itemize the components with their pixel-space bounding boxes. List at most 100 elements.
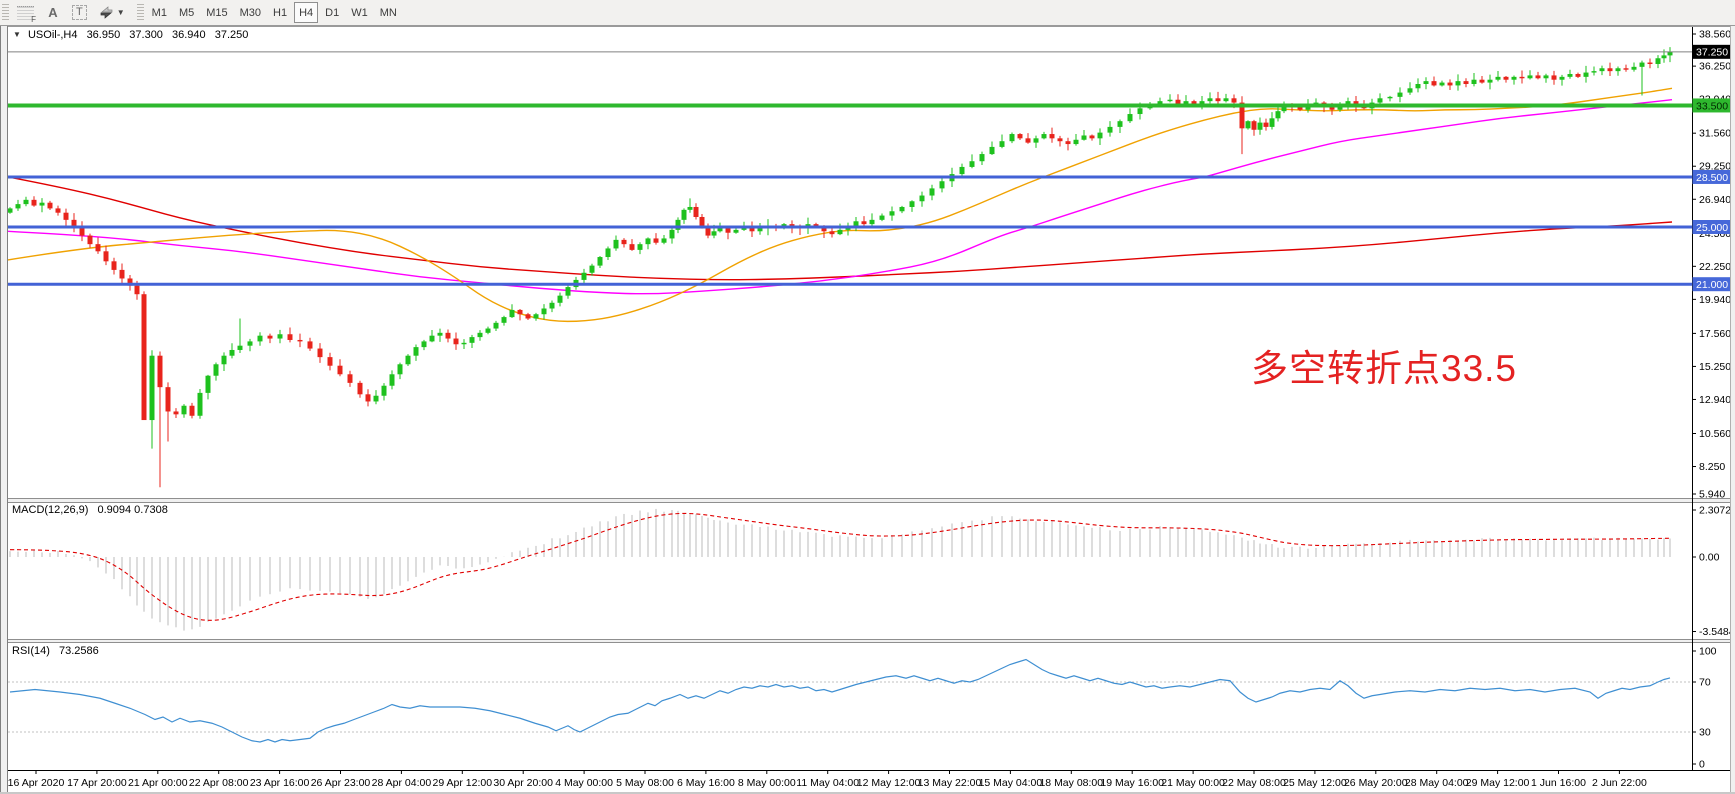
svg-text:36.250: 36.250 <box>1699 61 1731 73</box>
timeframe-button-M30[interactable]: M30 <box>235 2 266 23</box>
timeframe-button-MN[interactable]: MN <box>375 2 402 23</box>
price-flag-21.000 <box>1692 277 1734 292</box>
time-label: 23 Apr 16:00 <box>250 777 310 789</box>
time-label: 15 May 04:00 <box>979 777 1043 789</box>
close-value: 37.250 <box>214 29 249 41</box>
macd-signal-line <box>9 512 1671 621</box>
rsi-line <box>9 658 1671 743</box>
rsi-layer: 100 70 30 0 <box>8 646 1717 771</box>
price-flag-25.000 <box>1692 220 1734 234</box>
text-label-icon: A <box>48 5 58 20</box>
time-label: 29 May 12:00 <box>1466 777 1530 789</box>
time-label: 25 May 12:00 <box>1283 777 1347 789</box>
timeframe-group: M1 M5 M15 M30 H1 H4 D1 W1 MN <box>146 2 403 23</box>
time-label: 11 May 04:00 <box>796 777 859 789</box>
time-axis[interactable] <box>8 770 1692 792</box>
high-value: 37.300 <box>129 29 163 41</box>
toolbar-grip[interactable] <box>136 3 144 22</box>
timeframe-button-D1[interactable]: D1 <box>320 2 344 23</box>
chevron-down-icon[interactable]: ▼ <box>13 30 21 39</box>
time-label: 17 Apr 20:00 <box>67 777 127 789</box>
time-label: 21 May 00:00 <box>1161 777 1225 789</box>
svg-text:70: 70 <box>1699 677 1711 689</box>
pane-separator[interactable] <box>0 639 1735 643</box>
time-label: 19 May 16:00 <box>1100 777 1164 789</box>
time-label: 6 May 16:00 <box>677 777 735 789</box>
arrow-style-button[interactable]: ▼ <box>94 2 130 23</box>
svg-text:25.000: 25.000 <box>1696 222 1728 234</box>
svg-text:10.560: 10.560 <box>1699 428 1731 440</box>
ma-slow-line <box>7 176 1673 281</box>
macd-pane[interactable] <box>8 503 1692 639</box>
price-axis[interactable] <box>1692 27 1730 768</box>
timeframe-button-M5[interactable]: M5 <box>174 2 199 23</box>
time-label: 22 May 08:00 <box>1222 777 1286 789</box>
timeframe-button-W1[interactable]: W1 <box>346 2 373 23</box>
svg-text:17.560: 17.560 <box>1699 328 1731 340</box>
svg-text:22.250: 22.250 <box>1699 261 1731 273</box>
svg-text:15.250: 15.250 <box>1699 361 1731 373</box>
rsi-value: 73.2586 <box>58 645 99 657</box>
svg-text:8.250: 8.250 <box>1699 461 1725 473</box>
time-axis-layer: 16 Apr 2020 17 Apr 20:00 21 Apr 00:00 22 Ap… <box>8 770 1647 789</box>
pane-separator[interactable] <box>0 498 1735 503</box>
ma-fast-line <box>7 87 1673 323</box>
horizontal-lines-layer[interactable] <box>8 51 1692 286</box>
time-label: 21 Apr 00:00 <box>128 777 188 789</box>
open-value: 36.950 <box>86 29 121 41</box>
price-flag-33.500 <box>1692 98 1734 113</box>
rsi-pane[interactable] <box>8 643 1692 768</box>
timeframe-button-M1[interactable]: M1 <box>147 2 172 23</box>
svg-text:5.940: 5.940 <box>1699 489 1725 501</box>
macd-indicator-label: MACD(12,26,9) 0.9094 0.7308 <box>12 504 168 516</box>
time-label: 26 May 20:00 <box>1344 777 1408 789</box>
rsi-name: RSI(14) <box>12 645 50 657</box>
candles-layer <box>7 47 1673 488</box>
window-frame-right[interactable] <box>1730 25 1735 794</box>
toolbar-grip[interactable] <box>2 3 9 22</box>
svg-text:100: 100 <box>1699 646 1717 658</box>
svg-text:30: 30 <box>1699 727 1711 739</box>
main-chart-pane[interactable] <box>8 27 1692 498</box>
time-label: 4 May 00:00 <box>555 777 613 789</box>
time-label: 28 May 04:00 <box>1405 777 1469 789</box>
text-box-icon: T <box>72 5 87 20</box>
price-flags-layer: 37.250 33.500 28.500 25.000 21.000 <box>1692 44 1734 292</box>
svg-text:2.3072: 2.3072 <box>1699 505 1731 517</box>
macd-name: MACD(12,26,9) <box>12 504 89 516</box>
svg-text:12.940: 12.940 <box>1699 394 1731 406</box>
time-label: 16 Apr 2020 <box>8 777 65 789</box>
time-label: 5 May 08:00 <box>616 777 674 789</box>
time-label: 26 Apr 23:00 <box>311 777 371 789</box>
moving-averages-layer <box>7 87 1673 323</box>
svg-text:0: 0 <box>1699 759 1705 771</box>
window-frame-left <box>0 25 8 794</box>
toolbar: F A T ▼ M1 M5 M15 M30 H1 H4 D1 W1 MN <box>0 0 1735 26</box>
svg-text:26.940: 26.940 <box>1699 194 1731 206</box>
timeframe-button-M15[interactable]: M15 <box>201 2 232 23</box>
text-box-button[interactable]: T <box>67 2 92 23</box>
ma-medium-line <box>7 99 1673 295</box>
time-label: 30 Apr 20:00 <box>493 777 553 789</box>
price-flag-28.500 <box>1692 169 1734 184</box>
svg-text:37.250: 37.250 <box>1696 47 1728 59</box>
time-label: 22 Apr 08:00 <box>189 777 249 789</box>
rsi-indicator-label: RSI(14) 73.2586 <box>12 645 99 657</box>
symbol-period-label: USOil-,H4 <box>27 29 78 41</box>
time-label: 1 Jun 16:00 <box>1531 777 1586 789</box>
timeframe-button-H4[interactable]: H4 <box>294 2 319 23</box>
chart-annotation-text: 多空转折点33.5 <box>1251 348 1518 389</box>
svg-text:33.500: 33.500 <box>1696 100 1728 112</box>
text-label-button[interactable]: A <box>41 2 65 23</box>
svg-text:29.250: 29.250 <box>1699 161 1731 173</box>
grid-f-icon[interactable]: F <box>12 2 39 24</box>
macd-values: 0.9094 0.7308 <box>97 504 168 516</box>
svg-text:28.500: 28.500 <box>1696 172 1728 184</box>
time-label: 2 Jun 22:00 <box>1592 777 1647 789</box>
chevron-down-icon: ▼ <box>116 8 125 17</box>
svg-text:21.000: 21.000 <box>1696 279 1728 291</box>
chart-title: ▼ USOil-,H4 36.950 37.300 36.940 37.250 <box>13 29 248 41</box>
timeframe-button-H1[interactable]: H1 <box>268 2 292 23</box>
